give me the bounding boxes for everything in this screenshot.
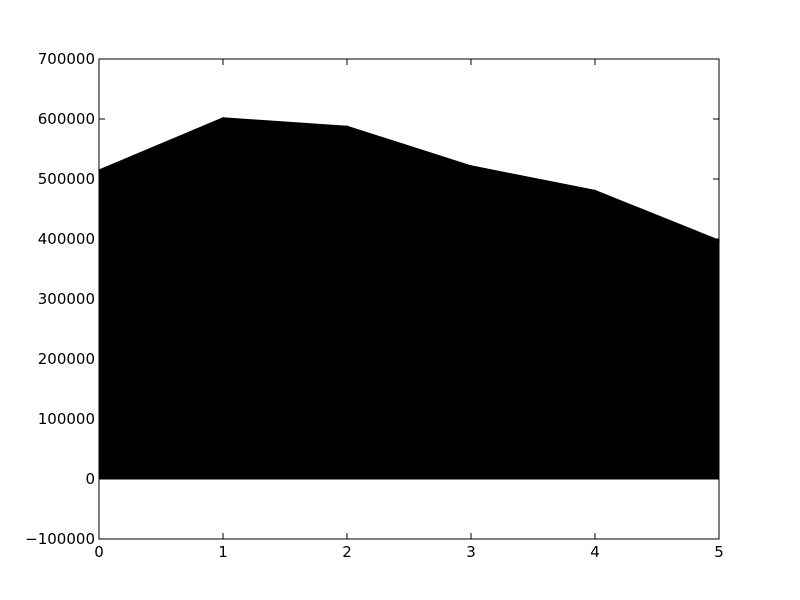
y-tick-label: −100000 <box>25 530 95 548</box>
x-tick-label: 2 <box>342 543 352 561</box>
x-axis: 0 1 2 3 4 5 <box>94 59 724 561</box>
y-tick-label: 700000 <box>38 50 95 68</box>
y-tick-label: 400000 <box>38 230 95 248</box>
data-point <box>346 125 348 127</box>
y-tick-label: 100000 <box>38 410 95 428</box>
y-tick-label: 0 <box>85 470 95 488</box>
data-point <box>470 165 472 167</box>
data-point <box>222 117 224 119</box>
y-tick-label: 300000 <box>38 290 95 308</box>
x-tick-label: 1 <box>218 543 228 561</box>
y-axis: −100000 0 100000 200000 300000 400000 500000 60… <box>25 50 719 548</box>
x-tick-label: 0 <box>94 543 104 561</box>
x-tick-label: 5 <box>714 543 724 561</box>
x-tick-label: 3 <box>466 543 476 561</box>
data-point <box>594 189 596 192</box>
y-tick-label: 600000 <box>38 110 95 128</box>
y-tick-label: 500000 <box>38 170 95 188</box>
x-tick-label: 4 <box>590 543 600 561</box>
y-tick-label: 200000 <box>38 350 95 368</box>
